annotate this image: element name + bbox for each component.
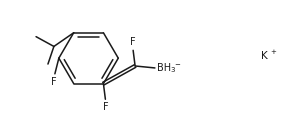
Text: F: F — [130, 37, 136, 48]
Text: −: − — [174, 62, 180, 69]
Text: +: + — [270, 49, 276, 55]
Text: BH: BH — [157, 63, 171, 73]
Text: F: F — [103, 102, 108, 112]
Text: 3: 3 — [170, 67, 175, 73]
Text: K: K — [261, 51, 268, 61]
Text: F: F — [51, 77, 57, 87]
